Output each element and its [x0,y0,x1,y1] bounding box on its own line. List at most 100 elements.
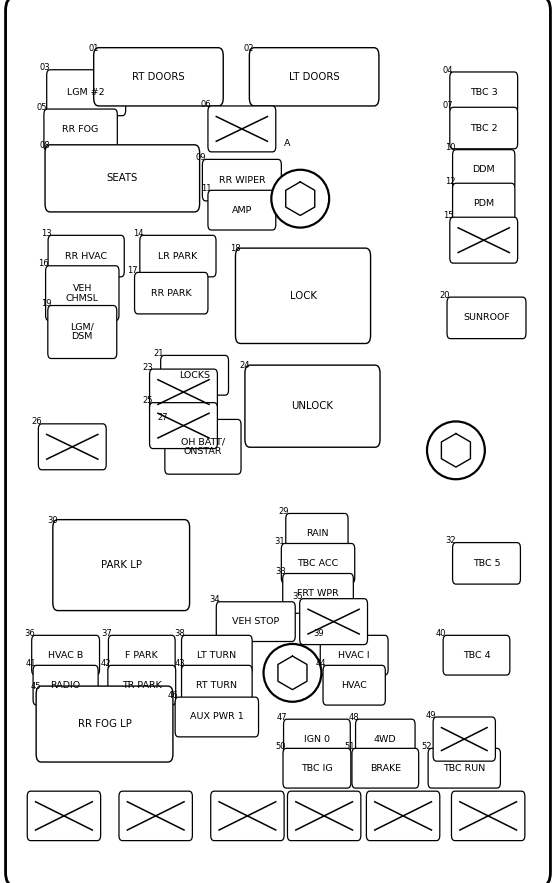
Text: 46: 46 [168,691,178,699]
Text: AMP: AMP [232,206,252,215]
Text: TBC 4: TBC 4 [463,651,490,660]
FancyBboxPatch shape [48,306,117,358]
Text: 10: 10 [445,143,456,152]
FancyBboxPatch shape [140,235,216,277]
FancyBboxPatch shape [48,235,125,277]
Text: 51: 51 [345,742,355,751]
FancyBboxPatch shape [245,366,380,447]
Text: 35: 35 [292,592,303,601]
FancyBboxPatch shape [47,70,126,116]
Text: 01: 01 [88,44,99,53]
Text: LR PARK: LR PARK [158,252,197,260]
Text: 48: 48 [348,713,359,722]
Text: LT DOORS: LT DOORS [289,72,340,82]
Ellipse shape [271,170,329,228]
FancyBboxPatch shape [165,419,241,474]
Text: LGM/
DSM: LGM/ DSM [71,322,94,342]
FancyBboxPatch shape [6,0,550,883]
FancyBboxPatch shape [46,266,119,321]
FancyBboxPatch shape [323,666,385,705]
FancyBboxPatch shape [352,749,419,788]
FancyBboxPatch shape [236,248,371,343]
Text: 44: 44 [316,659,326,668]
FancyBboxPatch shape [283,749,351,788]
Text: SUNROOF: SUNROOF [463,313,510,322]
Text: RR HVAC: RR HVAC [65,252,107,260]
FancyBboxPatch shape [366,791,440,841]
FancyBboxPatch shape [208,190,276,230]
Text: 20: 20 [440,291,450,299]
Text: 09: 09 [195,153,206,162]
Text: 49: 49 [426,711,436,720]
FancyBboxPatch shape [320,636,388,675]
Text: PDM: PDM [473,199,494,208]
Text: TBC 2: TBC 2 [470,124,498,132]
Text: TBC IG: TBC IG [301,764,332,773]
Text: 03: 03 [39,64,50,72]
Text: SEATS: SEATS [107,173,138,184]
FancyBboxPatch shape [433,717,495,761]
Text: 42: 42 [101,659,111,668]
Text: VEH
CHMSL: VEH CHMSL [66,283,99,303]
FancyBboxPatch shape [119,791,192,841]
Text: 47: 47 [276,713,287,722]
Text: 31: 31 [274,537,285,546]
Text: 12: 12 [445,177,456,185]
Text: 17: 17 [127,266,138,275]
Text: DDM: DDM [473,165,495,174]
Text: 18: 18 [230,245,241,253]
FancyBboxPatch shape [150,369,217,415]
Text: RR FOG LP: RR FOG LP [78,719,131,729]
Text: 19: 19 [41,299,51,308]
Text: 27: 27 [157,413,168,422]
FancyBboxPatch shape [182,636,252,675]
Text: 43: 43 [174,659,185,668]
FancyBboxPatch shape [182,666,252,705]
Text: AUX PWR 1: AUX PWR 1 [190,713,244,721]
Text: TBC ACC: TBC ACC [297,559,339,568]
Text: 45: 45 [31,683,41,691]
FancyBboxPatch shape [211,791,284,841]
Text: 24: 24 [240,361,250,371]
Text: 25: 25 [142,396,153,405]
FancyBboxPatch shape [93,48,223,106]
Text: 34: 34 [209,595,220,604]
Text: RR PARK: RR PARK [151,289,192,298]
FancyBboxPatch shape [161,355,229,395]
Text: HVAC I: HVAC I [339,651,370,660]
Text: RAIN: RAIN [306,529,328,538]
Text: OH BATT/
ONSTAR: OH BATT/ ONSTAR [181,437,225,457]
Text: LGM #2: LGM #2 [67,88,105,97]
Text: 4WD: 4WD [374,735,396,743]
Text: 41: 41 [26,659,37,668]
Text: RADIO: RADIO [51,681,81,690]
Text: 23: 23 [142,363,153,372]
Text: TBC 3: TBC 3 [470,88,498,97]
FancyBboxPatch shape [38,424,106,470]
FancyBboxPatch shape [300,599,368,645]
Text: 38: 38 [174,629,185,638]
FancyBboxPatch shape [284,719,350,758]
Text: A: A [284,140,290,148]
Text: 39: 39 [313,629,324,638]
FancyBboxPatch shape [428,749,500,788]
FancyBboxPatch shape [286,513,348,553]
Text: 08: 08 [39,141,50,150]
FancyBboxPatch shape [45,145,200,212]
FancyBboxPatch shape [175,698,259,736]
Ellipse shape [427,421,485,479]
FancyBboxPatch shape [27,791,101,841]
FancyBboxPatch shape [44,109,117,150]
Text: LOCKS: LOCKS [179,371,210,380]
FancyBboxPatch shape [150,403,217,449]
Text: 36: 36 [24,629,35,638]
Text: 33: 33 [275,567,286,576]
FancyBboxPatch shape [36,686,173,762]
Text: RT TURN: RT TURN [196,681,237,690]
Text: LT TURN: LT TURN [197,651,236,660]
Text: TBC RUN: TBC RUN [443,764,485,773]
Text: BRAKE: BRAKE [370,764,401,773]
Text: UNLOCK: UNLOCK [291,401,334,411]
Text: 32: 32 [445,536,456,545]
Text: 37: 37 [101,629,112,638]
